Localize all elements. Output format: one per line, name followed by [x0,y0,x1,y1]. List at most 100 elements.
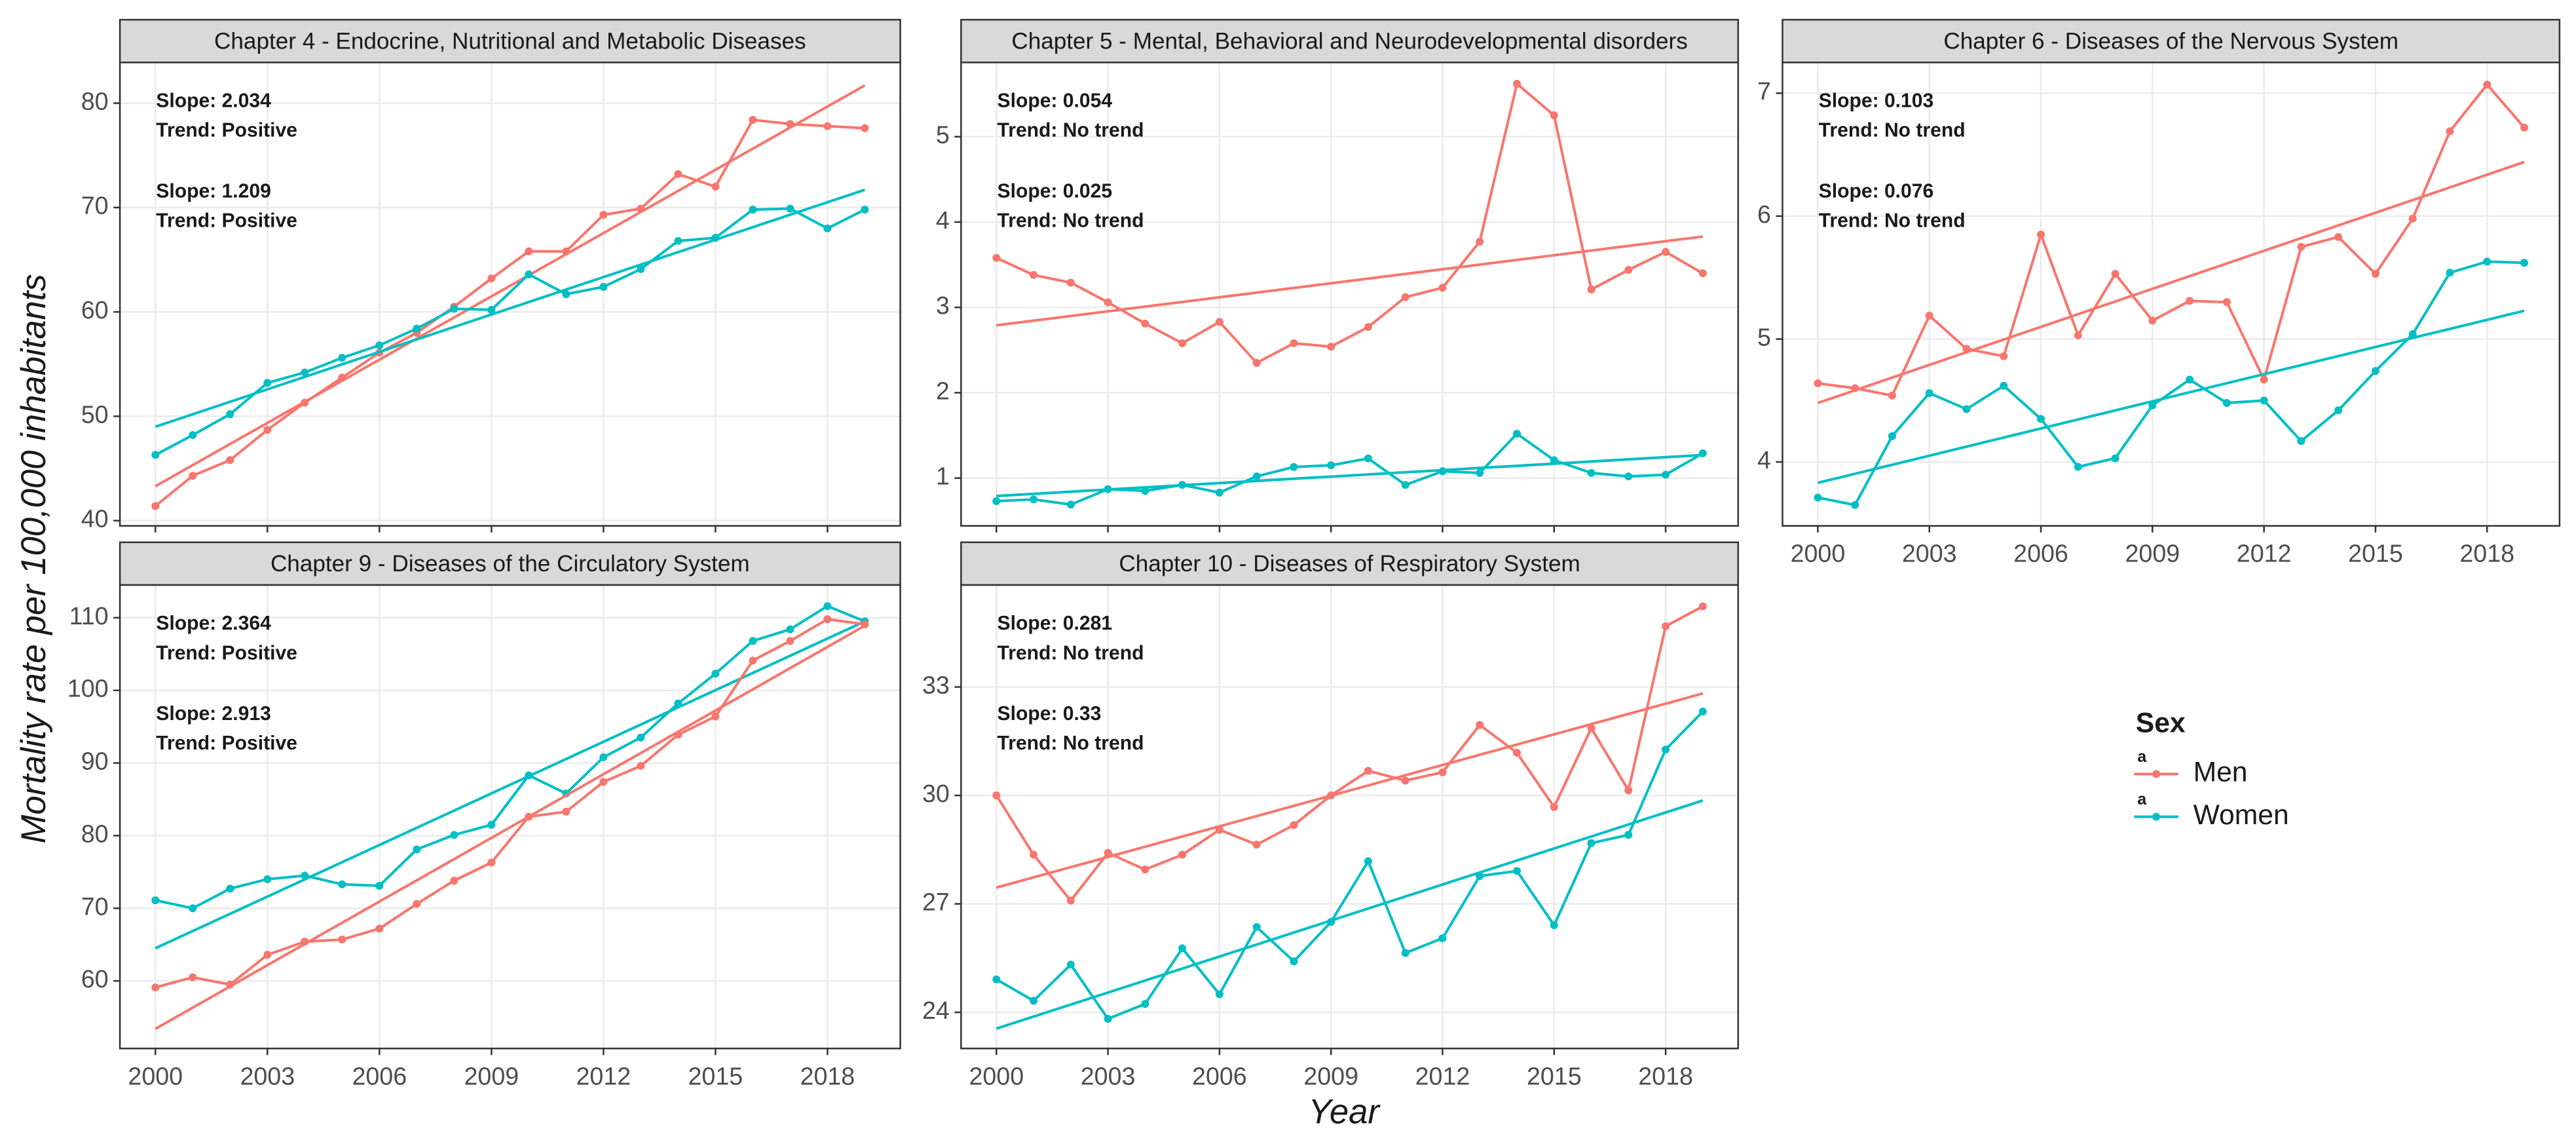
data-point [338,373,346,382]
data-point [226,980,234,989]
data-point [1512,429,1521,438]
data-point [2408,330,2417,338]
data-point [2520,259,2529,267]
data-point [861,124,869,132]
data-point [2297,437,2305,446]
legend-title: Sex [2136,707,2186,738]
data-point [1327,791,1335,800]
y-axis-title: Mortality rate per 100,000 inhabitants [14,274,53,843]
x-axis-title: Year [1309,1093,1381,1131]
data-point [1104,485,1112,493]
data-point [151,896,160,905]
data-point [487,858,496,867]
data-point [711,712,720,721]
data-point [1141,1000,1149,1008]
data-point [338,935,346,944]
data-point [1252,358,1261,367]
x-tick-label: 2000 [1791,540,1846,567]
data-point [1327,343,1335,351]
y-tick-label: 33 [922,671,950,698]
data-point [1401,949,1409,957]
data-point [637,733,645,742]
data-point [2111,270,2119,278]
y-tick-label: 1 [936,463,950,490]
data-point [1178,339,1187,347]
data-point [413,845,421,854]
data-point [1401,293,1409,301]
data-point [525,247,533,256]
y-tick-label: 60 [81,965,109,993]
data-point [1030,997,1038,1005]
y-tick-label: 80 [81,87,109,115]
data-point [1698,449,1707,457]
panel-border [119,584,901,1050]
panel-background [120,584,901,1049]
data-point [1624,472,1633,481]
data-point [1698,269,1707,278]
trend-line [1817,161,2525,404]
data-point [599,210,608,219]
data-point [861,620,869,628]
y-tick-label: 6 [1757,200,1771,228]
data-point [151,983,160,992]
data-point [1662,248,1670,256]
data-point [2222,399,2231,408]
data-point [189,904,197,913]
data-point [2037,415,2045,423]
trend-annotation: Trend: No trend [998,120,1144,142]
x-tick-label: 2009 [2125,540,2180,567]
data-point [2483,81,2492,89]
data-point [1104,298,1112,307]
data-point [1476,237,1484,246]
data-point [263,426,272,434]
data-point [674,699,682,708]
data-point [487,820,496,829]
y-tick-label: 4 [1757,446,1771,474]
trend-line [155,624,866,1031]
data-point [749,205,757,214]
data-point [226,410,234,419]
data-point [1662,470,1670,479]
x-tick-label: 2009 [1303,1062,1358,1090]
data-point [1587,468,1596,477]
data-point [562,247,570,256]
data-point [1814,493,1822,502]
data-point [301,368,309,377]
y-tick-label: 70 [81,892,109,920]
trend-annotation: Trend: Positive [156,732,297,754]
trend-line [996,235,1704,327]
data-point [226,884,234,893]
data-point [2446,127,2454,136]
data-point [525,771,533,780]
panel-border [119,62,901,527]
data-point [674,170,682,178]
data-point [786,120,794,128]
legend-key-point [2152,770,2161,778]
data-point [1476,872,1484,881]
data-point [301,938,309,946]
data-point [1624,786,1633,795]
trend-annotation: Trend: Positive [156,120,297,142]
data-point [1215,318,1223,326]
data-point [2148,401,2157,409]
data-point [1178,481,1187,489]
data-point [711,182,720,191]
x-tick-label: 2012 [576,1062,631,1090]
data-point [1662,745,1670,754]
slope-annotation: Slope: 0.025 [998,180,1113,202]
panel-title: Chapter 4 - Endocrine, Nutritional and M… [214,28,806,54]
slope-annotation: Slope: 0.103 [1819,90,1934,111]
panel-title: Chapter 9 - Diseases of the Circulatory … [271,551,750,577]
data-point [1066,960,1075,969]
data-point [1662,622,1670,630]
data-point [2520,123,2529,132]
data-point [1215,990,1223,998]
data-point [1178,944,1187,953]
data-line [996,432,1704,506]
data-point [749,637,757,645]
y-tick-label: 50 [81,400,109,428]
x-tick-label: 2015 [2348,540,2403,567]
data-point [1401,481,1409,489]
data-point [1438,467,1447,476]
data-point [2297,242,2305,251]
